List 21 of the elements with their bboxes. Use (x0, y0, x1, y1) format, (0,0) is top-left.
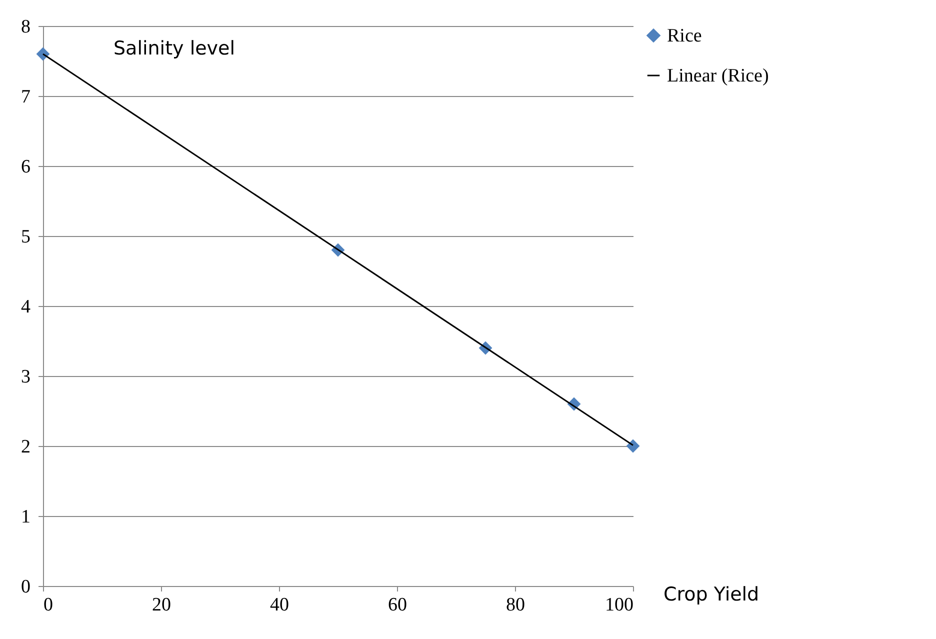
x-tick-label: 20 (152, 594, 171, 616)
y-tick-label: 1 (21, 506, 30, 528)
x-tick-label: 40 (270, 594, 289, 616)
y-tick-label: 0 (21, 576, 30, 598)
x-axis-title: Crop Yield (664, 584, 760, 606)
y-tick-label: 7 (21, 86, 30, 108)
y-tick-label: 8 (21, 16, 30, 38)
y-axis-title: Salinity level (114, 38, 235, 60)
y-tick-label: 3 (21, 366, 30, 388)
legend-label: Rice (667, 26, 702, 46)
y-tick-label: 6 (21, 156, 30, 178)
x-tick-label: 60 (388, 594, 407, 616)
y-tick-label: 5 (21, 226, 30, 248)
x-tick-label: 80 (506, 594, 525, 616)
point (626, 439, 640, 453)
y-tick-label: 2 (21, 436, 30, 458)
x-tick-label: 0 (44, 594, 53, 616)
x-tick-label: 100 (605, 594, 634, 616)
y-tick-label: 4 (21, 296, 31, 318)
point (36, 47, 50, 61)
legend-label: Linear (Rice) (667, 66, 769, 86)
